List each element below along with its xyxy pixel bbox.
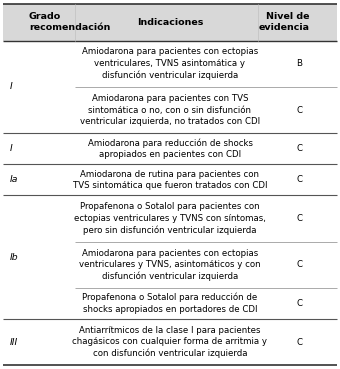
- Text: Nivel de
evidencia: Nivel de evidencia: [258, 13, 309, 32]
- Text: C: C: [296, 260, 302, 269]
- Text: Amiodarona para reducción de shocks
apropiados en pacientes con CDI: Amiodarona para reducción de shocks apro…: [87, 138, 253, 159]
- Text: I: I: [10, 83, 13, 92]
- Text: I: I: [10, 144, 13, 154]
- Text: Amiodarona para pacientes con TVS
sintomática o no, con o sin disfunción
ventric: Amiodarona para pacientes con TVS sintom…: [80, 94, 260, 126]
- Text: Ia: Ia: [10, 175, 19, 184]
- Text: C: C: [296, 106, 302, 115]
- Text: Amiodarona para pacientes con ectopias
ventriculares, TVNS asintomática y
disfun: Amiodarona para pacientes con ectopias v…: [82, 48, 258, 80]
- Text: C: C: [296, 175, 302, 184]
- Text: C: C: [296, 214, 302, 223]
- Text: Ib: Ib: [10, 252, 19, 262]
- Text: B: B: [296, 59, 302, 68]
- Text: Propafenona o Sotalol para pacientes con
ectopias ventriculares y TVNS con sínto: Propafenona o Sotalol para pacientes con…: [74, 202, 266, 235]
- Text: III: III: [10, 338, 18, 346]
- Text: C: C: [296, 299, 302, 308]
- Text: Indicaciones: Indicaciones: [137, 18, 203, 27]
- Text: Propafenona o Sotalol para reducción de
shocks apropiados en portadores de CDI: Propafenona o Sotalol para reducción de …: [82, 293, 258, 314]
- Bar: [3, 4, 337, 41]
- Text: Antiarrítmicos de la clase I para pacientes
chagásicos con cualquier forma de ar: Antiarrítmicos de la clase I para pacien…: [72, 326, 268, 358]
- Text: Grado
recomendación: Grado recomendación: [29, 13, 110, 32]
- Text: Amiodarona de rutina para pacientes con
TVS sintomática que fueron tratados con : Amiodarona de rutina para pacientes con …: [73, 169, 267, 190]
- Text: C: C: [296, 144, 302, 154]
- Text: C: C: [296, 338, 302, 346]
- Text: Amiodarona para pacientes con ectopias
ventriculares y TVNS, asintomáticos y con: Amiodarona para pacientes con ectopias v…: [79, 248, 261, 281]
